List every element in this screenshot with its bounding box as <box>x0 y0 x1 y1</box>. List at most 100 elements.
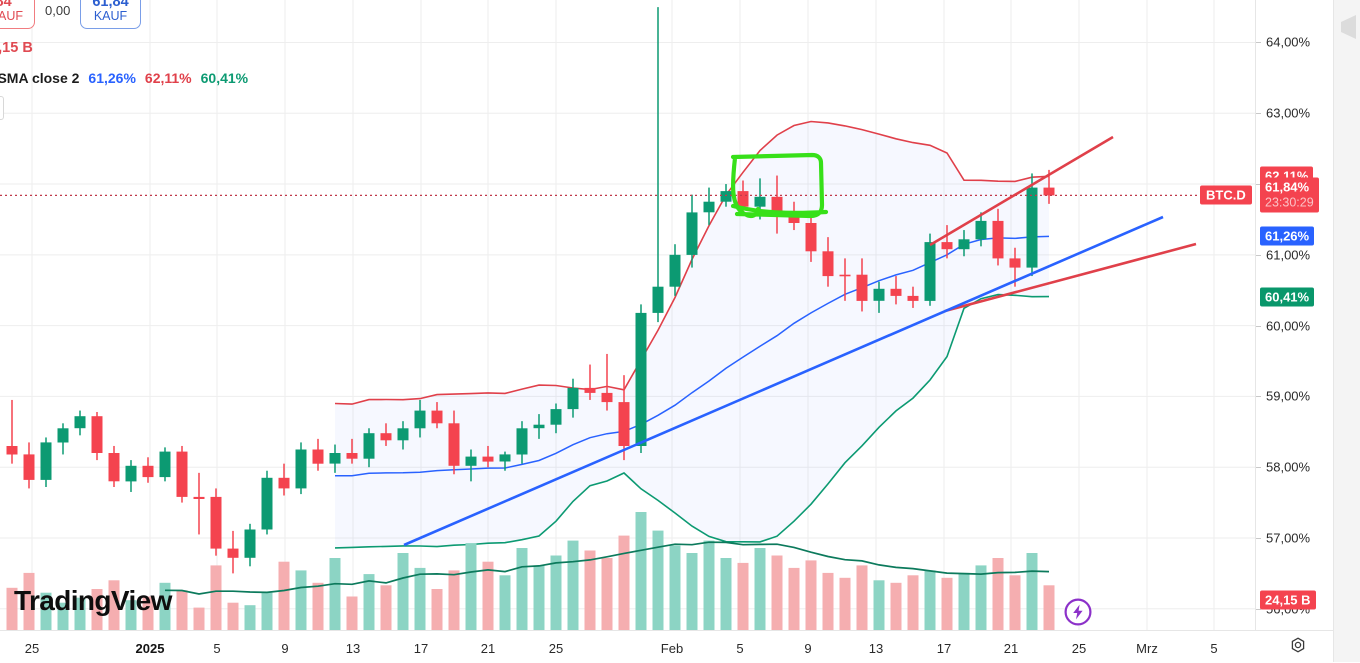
candle-body <box>584 387 596 393</box>
volume-bar <box>210 565 222 630</box>
candle-body <box>397 428 409 441</box>
bollinger-legend[interactable]: 20 SMA close 2 61,26% 62,11% 60,41% <box>0 70 248 86</box>
volume-legend-value[interactable]: 24,15 B <box>0 40 33 56</box>
sell-price: 61,84 <box>0 0 12 10</box>
volume-bar <box>159 582 171 630</box>
volume-bar <box>23 572 35 630</box>
candle-body <box>958 239 970 250</box>
grid-lines <box>0 0 1255 630</box>
time-axis[interactable]: 25 2025 5 9 13 17 21 25 Feb 5 9 13 17 21 25 Mrz 5 <box>0 630 1360 663</box>
volume-bar <box>176 590 188 630</box>
chart-plot-area[interactable] <box>0 0 1255 630</box>
candle-body <box>720 191 732 202</box>
volume-bar <box>941 577 953 630</box>
volume-bar <box>533 565 545 630</box>
time-tick-label: 13 <box>868 641 884 656</box>
candle-body <box>159 451 171 478</box>
candle-body <box>941 242 953 250</box>
volume-bar <box>448 570 460 630</box>
watermark-text: TradingView <box>14 585 172 616</box>
volume-bar <box>737 562 749 630</box>
sell-button[interactable]: 61,84 VERKAUF <box>0 0 36 30</box>
buy-label: KAUF <box>93 9 128 24</box>
price-badge-blue[interactable]: 61,26% <box>1260 226 1315 246</box>
bollinger-band-fill <box>335 121 1049 548</box>
legend-collapse-stub[interactable] <box>0 96 4 120</box>
candle-body <box>567 387 579 410</box>
candle-body <box>210 496 222 549</box>
candle-body <box>771 196 783 216</box>
right-sidebar[interactable] <box>1333 0 1360 662</box>
candle-body <box>142 465 154 478</box>
candle-body <box>737 191 749 207</box>
volume-bar <box>431 589 443 630</box>
volume-bar <box>329 558 341 630</box>
volume-bar <box>550 555 562 630</box>
time-tick-label: Mrz <box>1136 641 1158 656</box>
sell-label: VERKAUF <box>0 9 24 24</box>
time-tick-label: 17 <box>413 641 429 656</box>
time-tick-label: 17 <box>936 641 952 656</box>
time-tick-label: 5 <box>1210 641 1218 656</box>
volume-bar <box>839 577 851 630</box>
volume-bar <box>652 530 664 630</box>
candle-body <box>295 449 307 489</box>
axis-settings-gear-icon[interactable] <box>1288 636 1308 656</box>
volume-bar <box>6 587 18 630</box>
time-tick-label: Feb <box>660 641 684 656</box>
candle-body <box>873 288 885 301</box>
bollinger-legend-name: 20 SMA close 2 <box>0 70 80 86</box>
lightning-bolt-icon[interactable] <box>1064 598 1092 626</box>
volume-bar <box>601 558 613 630</box>
candle-body <box>1009 258 1021 268</box>
price-tick-dash <box>1256 467 1261 469</box>
candle-body <box>329 453 341 464</box>
volume-bar <box>890 582 902 630</box>
price-axis[interactable]: 64,00%63,00%62,00%61,00%60,00%59,00%58,0… <box>1255 0 1334 630</box>
price-tick-dash <box>1256 113 1261 115</box>
price-tick-dash <box>1256 184 1261 186</box>
volume-bar <box>397 553 409 630</box>
candle-body <box>431 410 443 424</box>
candle-body <box>754 196 766 207</box>
volume-bar <box>788 567 800 630</box>
candle-body <box>380 433 392 441</box>
volume-bars <box>6 512 1055 630</box>
volume-bar <box>465 543 477 630</box>
time-tick-label: 2025 <box>135 641 165 656</box>
price-tick-label: 60,00% <box>1266 318 1311 334</box>
time-tick-label: 9 <box>281 641 289 656</box>
price-tick-label: 59,00% <box>1266 388 1311 404</box>
candle-body <box>686 212 698 255</box>
volume-bar <box>193 607 205 630</box>
candle-body <box>669 254 681 287</box>
candle-body <box>74 416 86 429</box>
volume-bar <box>261 592 273 630</box>
volume-bar <box>856 565 868 630</box>
tradingview-logo-icon <box>0 588 12 614</box>
price-tick-label: 63,00% <box>1266 105 1311 121</box>
candlesticks <box>6 7 1055 574</box>
candle-body <box>1043 187 1055 196</box>
bar-countdown: 23:30:29 <box>1265 195 1314 210</box>
volume-bar <box>380 585 392 630</box>
price-badge-green[interactable]: 60,41% <box>1260 287 1315 307</box>
order-widget[interactable]: 61,84 VERKAUF 0,00 61,84 KAUF <box>0 0 141 30</box>
candle-body <box>6 446 18 455</box>
last-price-badge[interactable]: 61,84% 23:30:29 <box>1260 177 1319 213</box>
candle-body <box>516 428 528 455</box>
volume-bar <box>278 561 290 630</box>
chart-canvas[interactable] <box>0 0 1255 630</box>
volume-value-badge[interactable]: 24,15 B <box>1260 590 1316 610</box>
candle-body <box>890 288 902 296</box>
sidebar-collapse-chevron-icon[interactable] <box>1337 12 1356 42</box>
volume-bar <box>635 512 647 630</box>
volume-bar <box>567 540 579 630</box>
candle-body <box>822 251 834 277</box>
buy-button[interactable]: 61,84 KAUF <box>80 0 141 30</box>
bollinger-lower-value: 60,41% <box>200 70 249 86</box>
time-tick-label: 21 <box>1003 641 1019 656</box>
price-tick-label: 64,00% <box>1266 34 1311 50</box>
candle-body <box>193 496 205 499</box>
